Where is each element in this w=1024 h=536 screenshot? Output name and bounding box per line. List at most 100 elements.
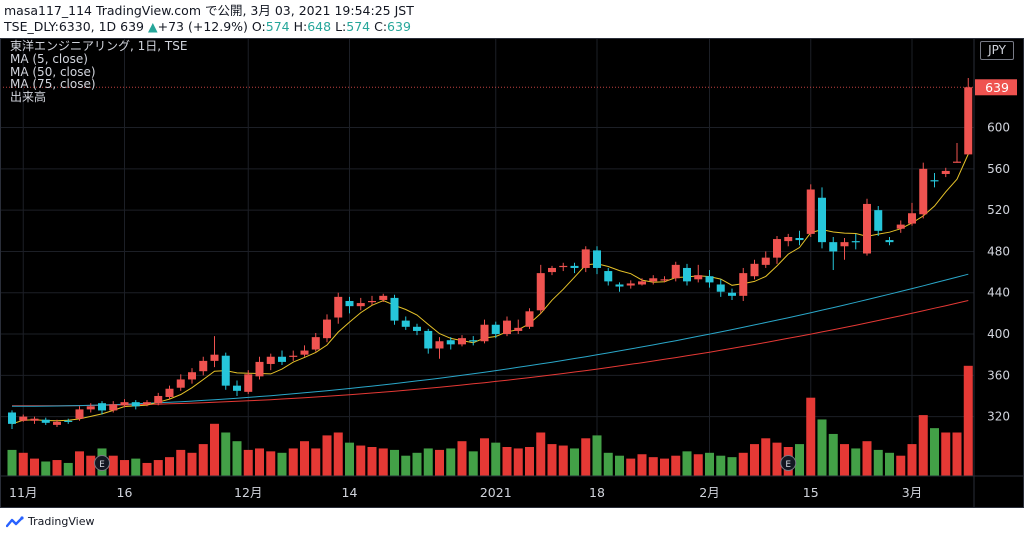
candle-body <box>806 189 815 234</box>
tradingview-logo[interactable]: TradingView <box>6 515 94 528</box>
candle-body <box>289 355 298 357</box>
legend-ma75[interactable]: MA (75, close) <box>10 77 96 92</box>
candle-body <box>649 278 658 282</box>
volume-bar <box>536 432 546 476</box>
candle-body <box>851 241 860 243</box>
volume-bar <box>435 449 444 476</box>
volume-bar <box>131 458 141 476</box>
candle-body <box>278 356 286 362</box>
volume-bar <box>648 457 658 476</box>
candle-body <box>413 326 421 331</box>
volume-bar <box>108 455 118 476</box>
candle-body <box>401 320 410 327</box>
candle-body <box>53 421 61 425</box>
volume-bar <box>615 455 624 476</box>
currency-button[interactable]: JPY <box>980 41 1014 60</box>
candle-body <box>660 279 669 281</box>
ma75-line <box>12 300 969 407</box>
legend-volume[interactable]: 出来高 <box>10 90 47 105</box>
volume-bar <box>390 449 399 476</box>
candle-body <box>109 404 118 411</box>
volume-bar <box>873 449 883 476</box>
candle-body <box>64 420 73 422</box>
x-tick-label: 11月 <box>9 485 37 500</box>
volume-bar <box>18 452 28 476</box>
candle-body <box>41 419 50 423</box>
ma5-line <box>11 153 969 425</box>
candle-body <box>446 340 455 345</box>
candle-body <box>480 324 489 342</box>
volume-bar <box>232 441 242 476</box>
y-tick-label: 600 <box>987 121 1010 135</box>
volume-bar <box>187 452 197 476</box>
candle-body <box>570 265 579 268</box>
candle-body <box>30 418 39 421</box>
candle-body <box>953 161 961 163</box>
candle-body <box>941 170 950 175</box>
volume-bar <box>738 452 748 476</box>
volume-bar <box>660 458 669 476</box>
candle-body <box>761 257 770 265</box>
volume-bar <box>693 454 703 476</box>
change-up-icon: ▲ <box>148 19 158 34</box>
volume-bar <box>210 423 219 476</box>
legend-ma50[interactable]: MA (50, close) <box>10 64 96 79</box>
candle-body <box>266 356 275 364</box>
volume-bar <box>367 447 377 476</box>
volume-bar <box>198 444 208 476</box>
y-tick-label: 320 <box>987 410 1010 424</box>
candle-body <box>165 388 174 398</box>
candle-body <box>750 263 759 277</box>
volume-bar <box>963 365 973 476</box>
candle-body <box>458 338 466 345</box>
candle-body <box>75 409 84 419</box>
volume-bar <box>322 435 332 476</box>
volume-bar <box>311 448 321 476</box>
volume-bar <box>153 460 163 476</box>
earnings-marker-label: E <box>785 460 791 470</box>
volume-bar <box>772 442 782 476</box>
candle-body <box>199 360 208 372</box>
legend-ma5[interactable]: MA (5, close) <box>10 51 88 66</box>
y-tick-label: 360 <box>987 368 1010 382</box>
volume-bar <box>682 451 692 476</box>
candle-body <box>548 267 556 273</box>
volume-bar <box>63 462 73 476</box>
candle-body <box>615 284 624 287</box>
candle-body <box>683 267 691 282</box>
candle-body <box>300 350 309 355</box>
y-tick-label: 520 <box>987 203 1010 217</box>
candle-body <box>255 361 264 377</box>
candle-body <box>829 242 838 252</box>
candle-body <box>143 402 151 405</box>
volume-bar <box>300 441 309 476</box>
candle-body <box>705 276 714 283</box>
volume-bar <box>570 448 579 476</box>
candle-body <box>536 273 545 311</box>
x-tick-label: 3月 <box>902 485 922 500</box>
volume-bar <box>288 448 298 476</box>
legend-title: 東洋エンジニアリング, 1日, TSE <box>10 39 188 53</box>
candle-body <box>221 355 230 386</box>
volume-bar <box>592 435 602 476</box>
volume-bar <box>547 444 557 476</box>
volume-bar <box>907 444 917 476</box>
candle-body <box>638 281 646 285</box>
x-tick-label: 16 <box>117 485 133 500</box>
volume-bar <box>266 451 276 476</box>
earnings-marker-label: E <box>99 460 105 470</box>
candle-body <box>424 330 433 349</box>
volume-bar <box>86 455 96 476</box>
candle-body <box>176 379 185 388</box>
candle-body <box>86 406 95 410</box>
last-price-label: 639 <box>985 80 1009 95</box>
candle-body <box>908 213 916 224</box>
candle-body <box>368 300 376 303</box>
earnings-marker <box>94 455 110 471</box>
y-tick-label: 560 <box>987 162 1010 176</box>
candle-body <box>694 275 703 280</box>
volume-bar <box>851 448 861 476</box>
